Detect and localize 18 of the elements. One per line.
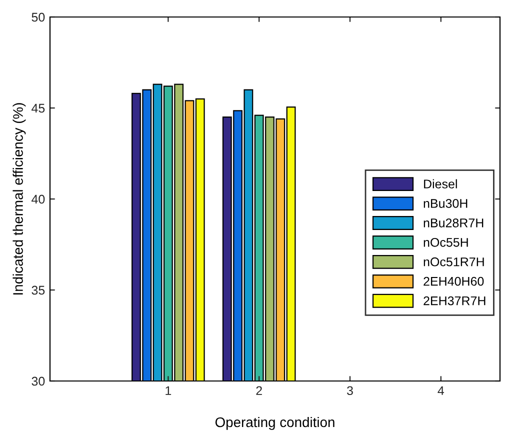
legend-label: nOc55H <box>424 238 468 247</box>
y-tick-label: 45 <box>32 104 45 113</box>
legend-label: nBu28R7H <box>424 218 484 228</box>
legend-label: nOc51R7H <box>424 257 484 266</box>
y-tick-label: 40 <box>32 194 45 204</box>
y-tick-label: 35 <box>32 286 45 295</box>
x-axis-title: Operating condition <box>215 416 334 430</box>
y-tick-label: 30 <box>32 376 45 386</box>
y-axis-title: Indicated thermal efficiency (%) <box>12 103 26 294</box>
legend-label: 2EH37R7H <box>424 296 486 306</box>
legend-label: nBu30H <box>424 199 468 208</box>
x-tick-label: 3 <box>347 386 353 396</box>
x-tick-label: 4 <box>438 386 444 395</box>
y-tick-label: 50 <box>32 12 45 22</box>
legend-label: Diesel <box>424 179 457 188</box>
x-tick-label: 2 <box>256 386 262 395</box>
legend-label: 2EH40H60 <box>424 276 484 286</box>
x-tick-label: 1 <box>166 386 172 395</box>
